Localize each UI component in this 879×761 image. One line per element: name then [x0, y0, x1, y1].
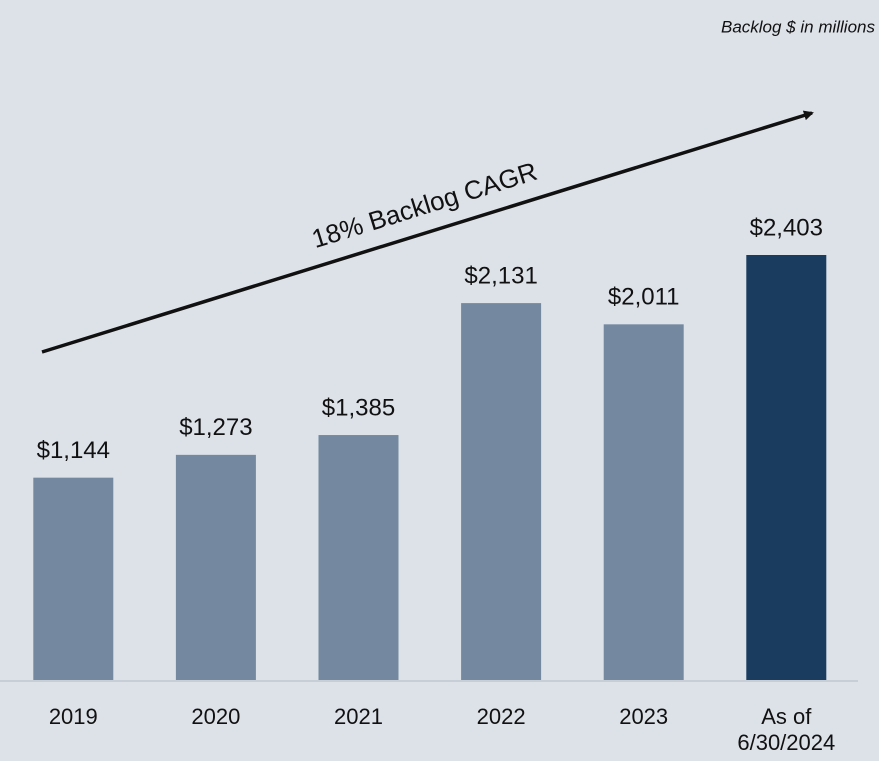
- bar: [461, 303, 542, 680]
- subtitle: Backlog $ in millions: [721, 17, 876, 36]
- bar: [603, 324, 684, 680]
- x-tick-label: 2022: [476, 704, 526, 729]
- x-tick-label: 2023: [619, 704, 669, 729]
- value-label: $2,011: [608, 284, 680, 311]
- bar: [746, 255, 827, 680]
- x-tick-label: 2019: [48, 704, 98, 729]
- x-tick-label: 2021: [334, 704, 383, 729]
- value-label: $1,144: [37, 437, 110, 464]
- bar: [175, 454, 256, 680]
- cagr-annotation: 18% Backlog CAGR: [308, 156, 540, 254]
- bar: [318, 435, 399, 680]
- value-label: $1,385: [322, 394, 395, 421]
- value-label: $2,131: [464, 262, 537, 289]
- x-tick-label: 2020: [191, 704, 241, 729]
- x-tick-label: As of 6/30/2024: [737, 704, 836, 755]
- value-label: $2,403: [750, 214, 823, 241]
- bar: [33, 477, 114, 680]
- value-label: $1,273: [179, 414, 252, 441]
- cagr-arrow: [41, 110, 814, 354]
